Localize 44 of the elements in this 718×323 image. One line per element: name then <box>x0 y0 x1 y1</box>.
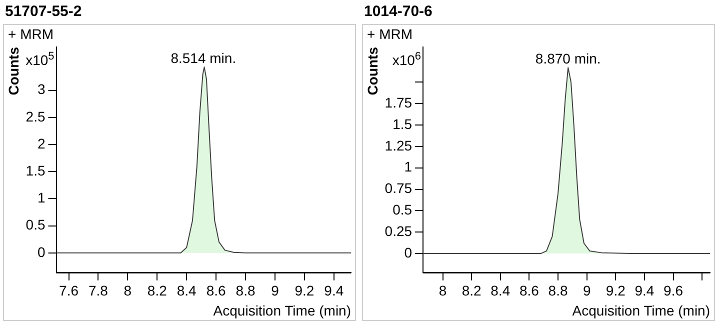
x-tick-label: 9.6 <box>664 282 684 299</box>
chart-title: 51707-55-2 <box>4 2 83 22</box>
y-tick-label: 2.5 <box>26 108 46 124</box>
x-tick-label: 8.6 <box>206 282 226 299</box>
x-tick-label: 8 <box>438 282 447 299</box>
x-tick-label: 8 <box>124 282 132 299</box>
x-tick-label: 9 <box>271 282 280 299</box>
y-axis-title: Counts <box>5 46 22 96</box>
x-tick-label: 8.4 <box>490 282 510 299</box>
x-tick-label: 7.8 <box>88 282 108 299</box>
x-tick-label: 7.6 <box>59 282 79 299</box>
y-axis-title: Counts <box>364 46 380 96</box>
x-tick-label: 9.4 <box>634 282 654 299</box>
y-tick-label: 1.5 <box>392 116 412 132</box>
annotation: 8.514 min. <box>170 50 236 66</box>
y-tick-label: 1 <box>404 158 412 175</box>
y-tick-label: 2 <box>37 135 46 152</box>
x-tick-label: 9.2 <box>294 282 314 299</box>
y-tick-label: 1.5 <box>26 162 46 178</box>
x-tick-label: 9.2 <box>606 282 626 299</box>
y-tick-label: 0 <box>37 244 46 260</box>
x-tick-label: 8.2 <box>462 282 482 299</box>
y-tick-label: 0 <box>404 244 412 260</box>
x-tick-label: 8.4 <box>176 282 197 299</box>
x-tick-label: 8.2 <box>147 282 168 299</box>
x-tick-label: 9 <box>582 282 591 299</box>
y-tick-label: 0.75 <box>384 180 412 196</box>
y-tick-label: 0.5 <box>26 216 46 233</box>
y-tick-label: 1 <box>37 190 46 206</box>
y-tick-label: 0.25 <box>384 222 412 239</box>
annotation: 8.870 min. <box>535 50 601 67</box>
x-tick-label: 8.8 <box>236 282 256 299</box>
chart-title: 1014-70-6 <box>363 2 434 22</box>
text: + MRM <box>8 26 54 42</box>
x-tick-label: 9.4 <box>324 282 344 299</box>
x-axis-title: Acquisition Time (min) <box>572 302 710 318</box>
y-tick-label: 1.25 <box>384 137 412 154</box>
y-tick-label: 3 <box>37 81 46 98</box>
x-axis-title: Acquisition Time (min) <box>213 302 351 318</box>
y-tick-label: 0.5 <box>392 202 412 218</box>
text: + MRM <box>367 26 412 42</box>
x-tick-label: 8.6 <box>519 282 540 299</box>
x-tick-label: 8.8 <box>548 282 568 299</box>
y-tick-label: 1.75 <box>384 94 412 110</box>
